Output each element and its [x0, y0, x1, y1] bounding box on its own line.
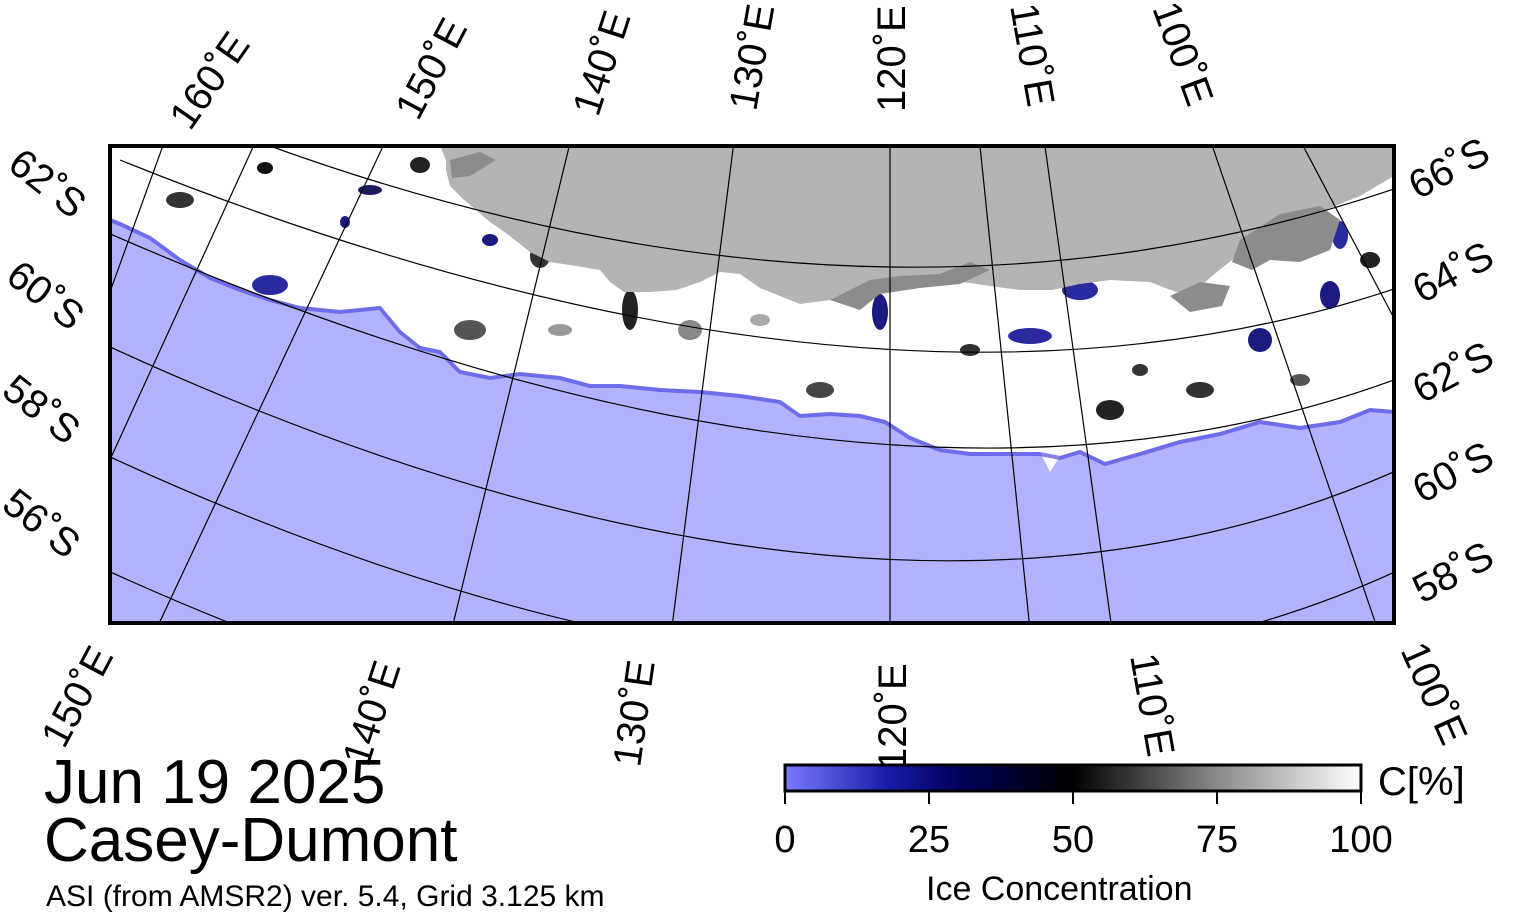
map-date: Jun 19 2025 — [44, 748, 386, 817]
lon-label-top: 150˚E — [387, 11, 476, 126]
lon-label-top: 140˚E — [565, 6, 640, 121]
lon-label-top: 130˚E — [722, 1, 784, 114]
lon-label-top: 160˚E — [161, 24, 258, 137]
latitude-lines — [110, 146, 1394, 623]
lon-label-bottom: 100˚E — [1392, 636, 1476, 751]
lon-label-top: 110˚E — [1001, 0, 1062, 110]
longitude-lines — [110, 146, 1394, 623]
colorbar-tick-label: 25 — [908, 819, 950, 861]
lat-label-left: 56˚S — [0, 480, 88, 567]
colorbar-tick-label: 100 — [1329, 819, 1392, 861]
map-frame — [108, 144, 1396, 625]
lon-label-bottom: 130˚E — [605, 657, 663, 769]
left-latitude-labels: 62˚S 60˚S 58˚S 56˚S — [0, 140, 94, 567]
colorbar: 0 25 50 75 100 — [774, 763, 1393, 861]
colorbar-tick-label: 50 — [1052, 819, 1094, 861]
lat-label-right: 58˚S — [1406, 533, 1501, 612]
lon-label-top: 100˚E — [1144, 0, 1222, 111]
colorbar-title: Ice Concentration — [926, 870, 1193, 908]
ice-edge — [110, 218, 1394, 467]
right-latitude-labels: 66˚S 64˚S 62˚S 60˚S 58˚S — [1402, 129, 1501, 612]
lat-label-right: 64˚S — [1406, 233, 1501, 312]
antarctic-land — [440, 146, 1394, 304]
lon-label-bottom: 150˚E — [33, 639, 122, 754]
colorbar-tick-label: 0 — [774, 819, 795, 861]
ice-shelf — [450, 152, 496, 178]
map-area[interactable] — [0, 110, 1420, 772]
lon-label-bottom: 110˚E — [1121, 650, 1182, 760]
lat-label-left: 62˚S — [0, 140, 94, 227]
lat-label-left: 60˚S — [0, 252, 92, 339]
top-longitude-labels: 160˚E 150˚E 140˚E 130˚E 120˚E 110˚E 100˚… — [161, 0, 1221, 137]
colorbar-gradient — [783, 763, 1363, 793]
lon-label-bottom: 120˚E — [871, 663, 915, 770]
ice-shelf — [830, 262, 990, 310]
low-concentration-patches — [166, 157, 1380, 420]
ice-shelf — [1170, 282, 1230, 312]
lon-label-top: 120˚E — [870, 5, 914, 112]
lat-label-right: 66˚S — [1402, 129, 1497, 208]
lat-label-left: 58˚S — [0, 366, 88, 453]
lat-label-right: 62˚S — [1406, 333, 1501, 412]
lat-label-right: 60˚S — [1406, 433, 1501, 512]
product-caption: ASI (from AMSR2) ver. 5.4, Grid 3.125 km — [46, 880, 605, 913]
colorbar-tick-label: 75 — [1196, 819, 1238, 861]
region-title: Casey-Dumont — [44, 806, 458, 875]
ice-shelf — [1232, 206, 1340, 270]
colorbar-unit: C[%] — [1378, 760, 1465, 804]
